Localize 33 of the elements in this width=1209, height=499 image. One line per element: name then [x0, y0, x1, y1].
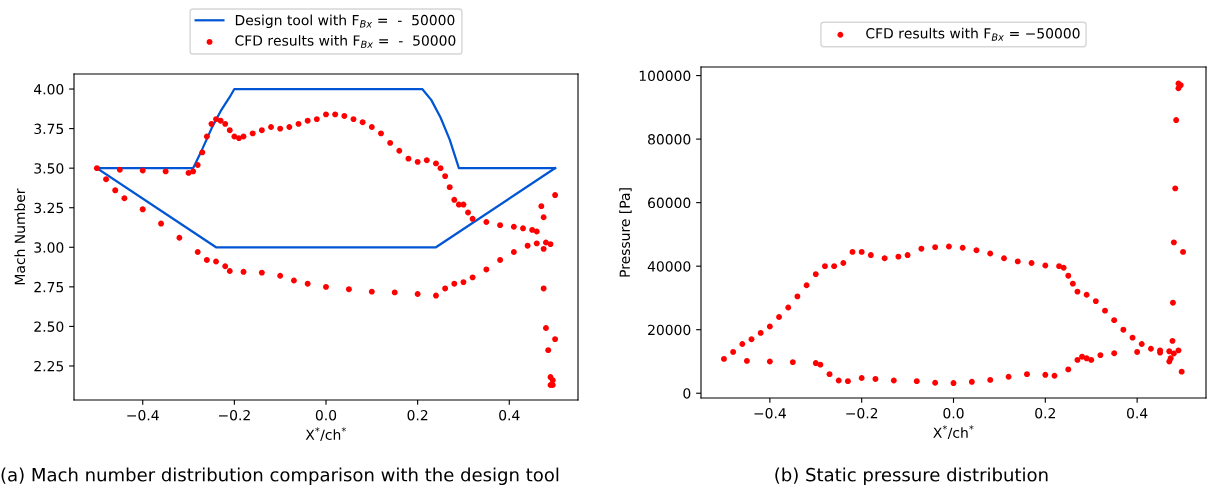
y-tick-label: 2.25 — [34, 360, 64, 372]
x-tick-label: 0.2 — [1035, 407, 1055, 419]
y-tick-label: 2.50 — [34, 321, 64, 332]
x-tick-label: 0.0 — [315, 409, 337, 421]
y-tick-label: 100000 — [639, 70, 691, 82]
y-tick-label: 60000 — [648, 197, 691, 209]
y-tick-label: 3.50 — [34, 163, 64, 174]
legend-label: CFD results with F$_{Bx}$ = - 50000 — [235, 35, 456, 48]
y-tick-label: 3.25 — [34, 202, 64, 214]
y-tick-label: 4.00 — [34, 84, 64, 95]
x-tick-label: 0.0 — [943, 407, 964, 419]
y-axis-title: Pressure [Pa] — [619, 188, 632, 277]
legend-label: Design tool with F$_{Bx}$ = - 50000 — [235, 14, 455, 29]
x-tick-label: −0.2 — [846, 407, 878, 419]
y-tick-label: 0 — [683, 388, 691, 399]
y-tick-label: 40000 — [647, 261, 691, 272]
text: (a) Mach number distribution comparison with the design tool — [1, 467, 559, 486]
y-tick-label: 3.75 — [34, 123, 64, 135]
y-tick-label: 3.00 — [34, 242, 64, 253]
x-tick-label: 0.2 — [407, 409, 428, 421]
y-tick-label: 80000 — [648, 134, 691, 145]
text: (b) Static pressure distribution — [775, 467, 1048, 486]
x-tick-label: 0.4 — [499, 409, 520, 421]
x-axis-title: X$^{*}$/ch$^{*}$ — [305, 427, 347, 442]
x-tick-label: −0.4 — [127, 409, 159, 421]
y-axis-title: Mach Number — [14, 188, 26, 285]
x-tick-label: −0.4 — [754, 407, 786, 419]
legend-label: CFD results with F$_{Bx}$ = −50000 — [866, 27, 1080, 41]
x-axis-title: X$^{*}$/ch$^{*}$ — [933, 425, 974, 440]
x-tick-label: 0.4 — [1127, 407, 1148, 419]
x-tick-label: −0.2 — [218, 409, 250, 421]
y-tick-label: 20000 — [648, 324, 691, 336]
y-tick-label: 2.75 — [34, 281, 64, 293]
